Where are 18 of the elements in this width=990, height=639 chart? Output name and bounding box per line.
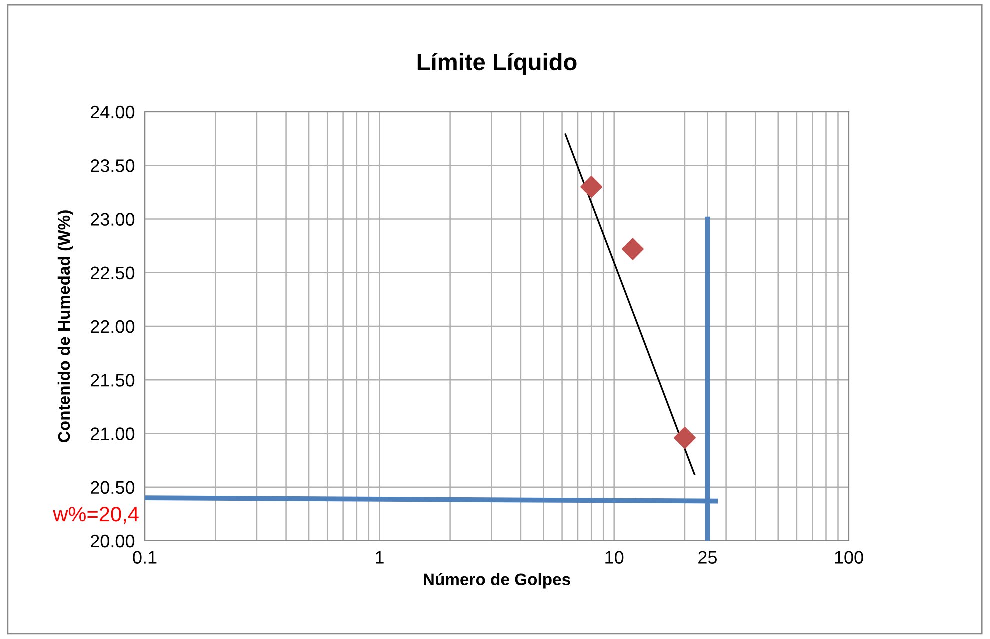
y-tick-label: 21.50 <box>91 374 135 387</box>
x-tick-label: 100 <box>835 551 864 564</box>
x-tick-label: 1 <box>376 551 384 564</box>
y-tick-label: 20.50 <box>91 481 135 494</box>
y-tick-label: 21.00 <box>91 428 135 440</box>
x-tick-label: 25 <box>698 551 717 564</box>
x-tick-label: 0.1 <box>133 551 157 564</box>
y-tick-label: 22.00 <box>91 320 135 334</box>
y-tick-label: 20.00 <box>91 534 135 548</box>
y-tick-label: 23.00 <box>91 213 135 226</box>
y-tick-label: 22.50 <box>91 266 135 280</box>
x-tick-label: 10 <box>606 551 624 564</box>
y-tick-label: 24.00 <box>91 106 135 119</box>
annotation: w%=20,4 <box>53 506 139 524</box>
x-axis-title: Número de Golpes <box>424 573 570 589</box>
y-axis-title: Contenido de Humedad (W%) <box>58 210 74 442</box>
y-tick-label: 23.50 <box>91 160 135 172</box>
chart-title: Límite Líquido <box>418 53 577 76</box>
